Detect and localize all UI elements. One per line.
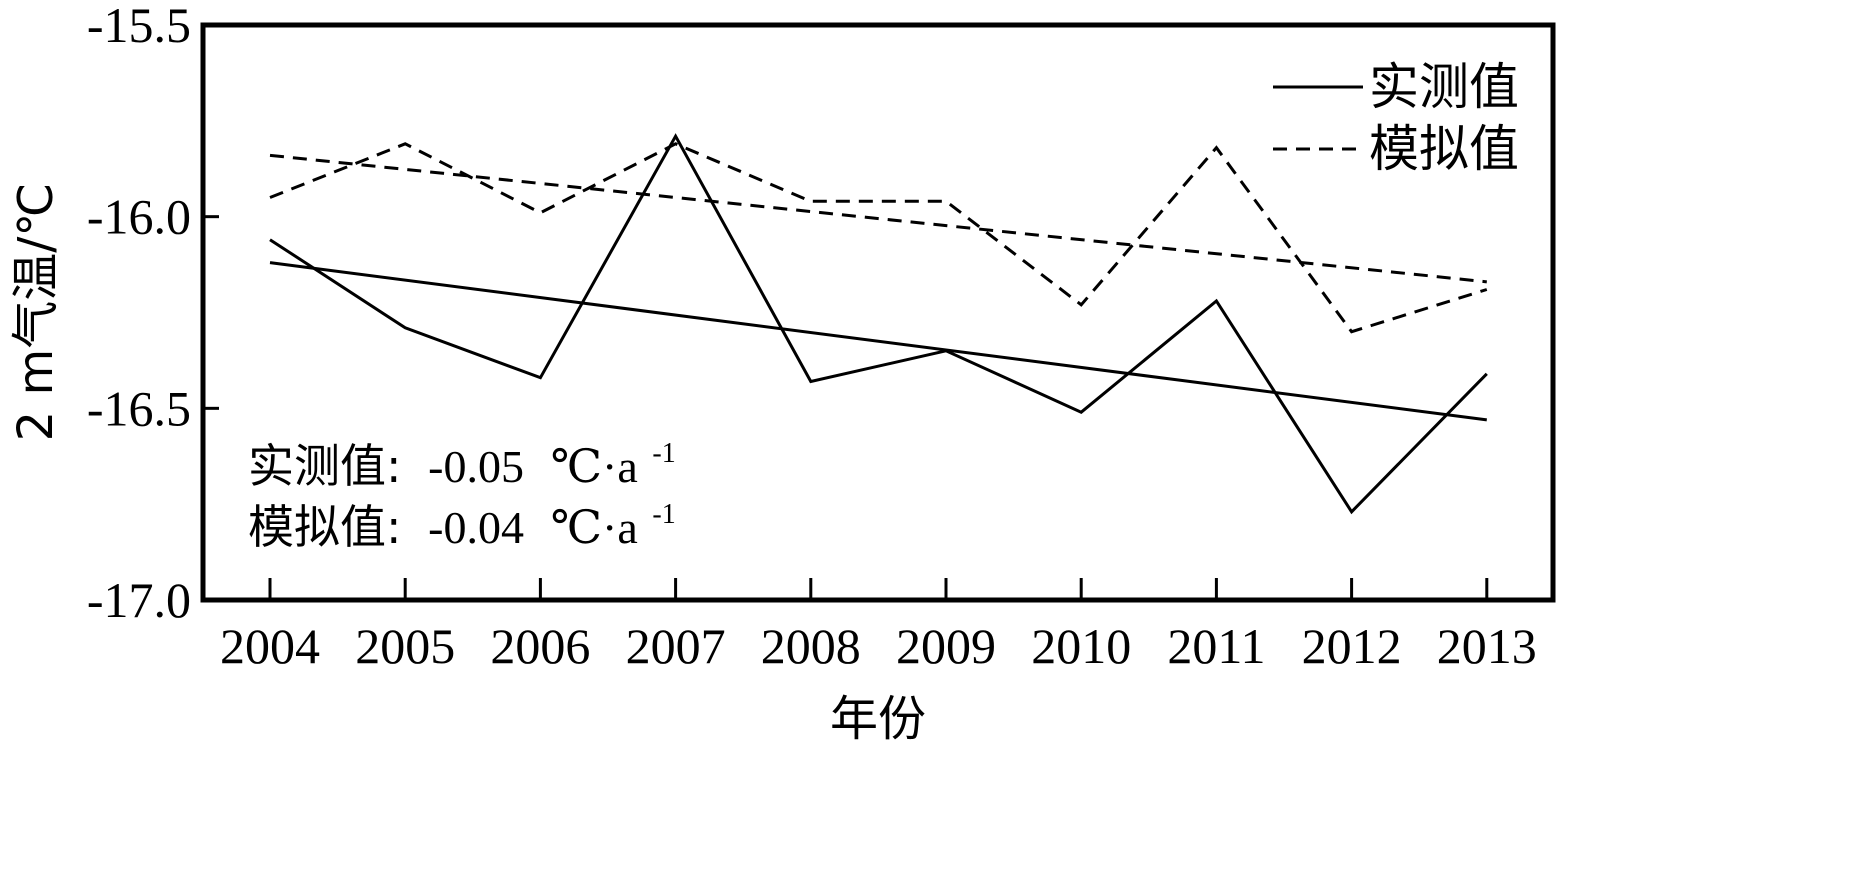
annotation-unit: ℃·a xyxy=(551,502,638,553)
y-tick-label: -17.0 xyxy=(87,572,191,628)
x-tick-label: 2009 xyxy=(896,618,996,674)
trend-annotation-simulated: 模拟值: -0.04 ℃·a -1 xyxy=(248,499,676,554)
x-axis-ticks: 2004 2005 2006 2007 2008 2009 2010 2011 2012 2013 xyxy=(220,578,1537,674)
legend-label-observed: 实测值 xyxy=(1369,58,1519,116)
legend: 实测值 模拟值 xyxy=(1273,58,1519,178)
series-line-observed xyxy=(269,133,1488,515)
x-tick-label: 2010 xyxy=(1031,618,1131,674)
x-tick-label: 2004 xyxy=(220,618,320,674)
annotation-label: 实测值: xyxy=(248,439,402,493)
annotation-superscript: -1 xyxy=(652,438,675,469)
x-tick-label: 2011 xyxy=(1167,618,1265,674)
y-tick-label: -16.5 xyxy=(87,380,191,436)
x-tick-label: 2008 xyxy=(761,618,861,674)
x-tick-label: 2006 xyxy=(490,618,590,674)
trend-annotation-observed: 实测值: -0.05 ℃·a -1 xyxy=(248,438,676,493)
series-layer xyxy=(269,133,1488,515)
annotation-unit: ℃·a xyxy=(551,441,638,492)
y-tick-label: -15.5 xyxy=(87,0,191,53)
legend-label-simulated: 模拟值 xyxy=(1369,120,1519,178)
annotation-superscript: -1 xyxy=(652,499,675,530)
annotation-label: 模拟值: xyxy=(248,500,402,554)
x-tick-label: 2007 xyxy=(626,618,726,674)
y-axis-ticks: -17.0 -16.5 -16.0 -15.5 xyxy=(87,0,219,628)
y-tick-label: -16.0 xyxy=(87,189,191,245)
x-axis-title: 年份 xyxy=(830,691,926,747)
trend-line-observed xyxy=(269,261,1487,422)
trend-line-simulated xyxy=(269,153,1487,284)
x-tick-label: 2012 xyxy=(1302,618,1402,674)
x-tick-label: 2005 xyxy=(355,618,455,674)
annotation-value: -0.04 xyxy=(428,502,524,553)
annotation-value: -0.05 xyxy=(428,441,524,492)
x-tick-label: 2013 xyxy=(1437,618,1537,674)
series-line-simulated xyxy=(269,142,1488,334)
y-axis-title: 2 m气温/℃ xyxy=(8,183,64,442)
plot-frame xyxy=(200,22,1556,603)
trend-annotations: 实测值: -0.05 ℃·a -1 模拟值: -0.04 ℃·a -1 xyxy=(248,438,676,554)
